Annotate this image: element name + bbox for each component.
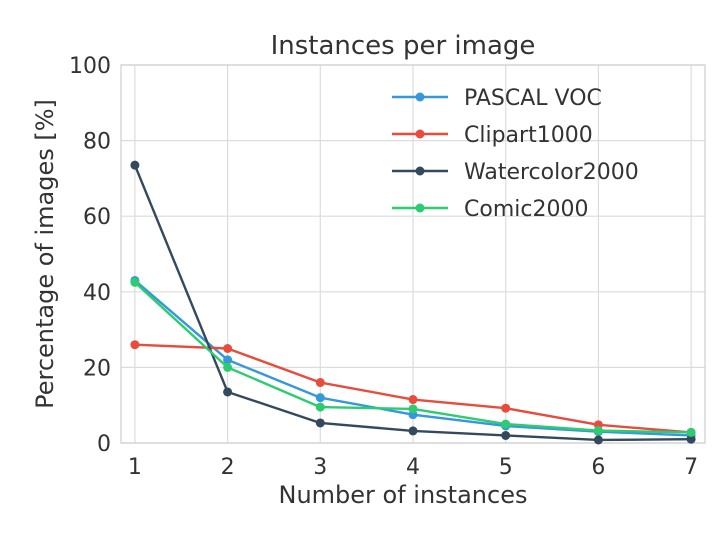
x-axis-ticks: 1 2 3 4 5 6 7: [128, 455, 698, 480]
data-point-clipart1000: [223, 344, 233, 353]
x-tick-label: 2: [221, 455, 235, 480]
y-tick-label: 40: [83, 281, 111, 306]
plot-frame: [120, 64, 706, 444]
y-tick-label: 80: [83, 130, 111, 155]
data-point-comic2000: [315, 402, 325, 412]
legend: PASCAL VOC Clipart1000 Watercolor2000 Comic…: [392, 86, 639, 222]
y-axis-ticks: 0 20 40 60 80 100: [69, 54, 111, 457]
legend-label-watercolor2000: Watercolor2000: [464, 160, 639, 185]
data-point-watercolor2000: [686, 434, 696, 444]
data-point-pascal-voc: [223, 355, 233, 365]
y-axis-label: Percentage of images [%]: [31, 99, 59, 409]
legend-marker-clipart1000: [415, 129, 425, 139]
data-point-comic2000: [130, 277, 140, 287]
data-point-watercolor2000: [315, 418, 325, 428]
x-tick-label: 5: [499, 455, 513, 480]
data-point-clipart1000: [130, 340, 140, 350]
y-tick-label: 20: [83, 356, 111, 381]
legend-label-clipart1000: Clipart1000: [464, 123, 593, 148]
legend-label-comic2000: Comic2000: [464, 197, 588, 222]
legend-label-pascal-voc: PASCAL VOC: [464, 86, 602, 111]
y-tick-label: 0: [97, 432, 111, 457]
x-tick-label: 3: [313, 455, 327, 480]
series-layer: [130, 160, 696, 445]
data-point-watercolor2000: [593, 435, 603, 445]
data-point-comic2000: [686, 427, 696, 437]
x-tick-label: 7: [684, 455, 698, 480]
y-tick-label: 60: [83, 205, 111, 230]
data-point-watercolor2000: [501, 430, 511, 440]
x-tick-label: 1: [128, 455, 142, 480]
data-point-comic2000: [501, 419, 511, 429]
x-tick-label: 6: [591, 455, 605, 480]
data-point-watercolor2000: [408, 426, 418, 436]
data-point-pascal-voc: [315, 393, 325, 403]
legend-marker-pascal-voc: [415, 92, 425, 102]
x-tick-label: 4: [406, 455, 420, 480]
x-axis-label: Number of instances: [279, 481, 528, 509]
legend-marker-comic2000: [415, 203, 425, 213]
data-point-clipart1000: [315, 378, 325, 388]
data-point-clipart1000: [501, 403, 511, 413]
legend-marker-watercolor2000: [415, 166, 425, 176]
data-point-comic2000: [593, 426, 603, 436]
y-tick-label: 100: [69, 54, 111, 79]
data-point-comic2000: [223, 362, 233, 372]
data-point-watercolor2000: [130, 160, 140, 170]
data-point-clipart1000: [408, 395, 418, 405]
chart-title: Instances per image: [271, 31, 536, 61]
data-point-watercolor2000: [223, 387, 233, 397]
grid: [121, 64, 705, 444]
data-point-comic2000: [408, 404, 418, 414]
